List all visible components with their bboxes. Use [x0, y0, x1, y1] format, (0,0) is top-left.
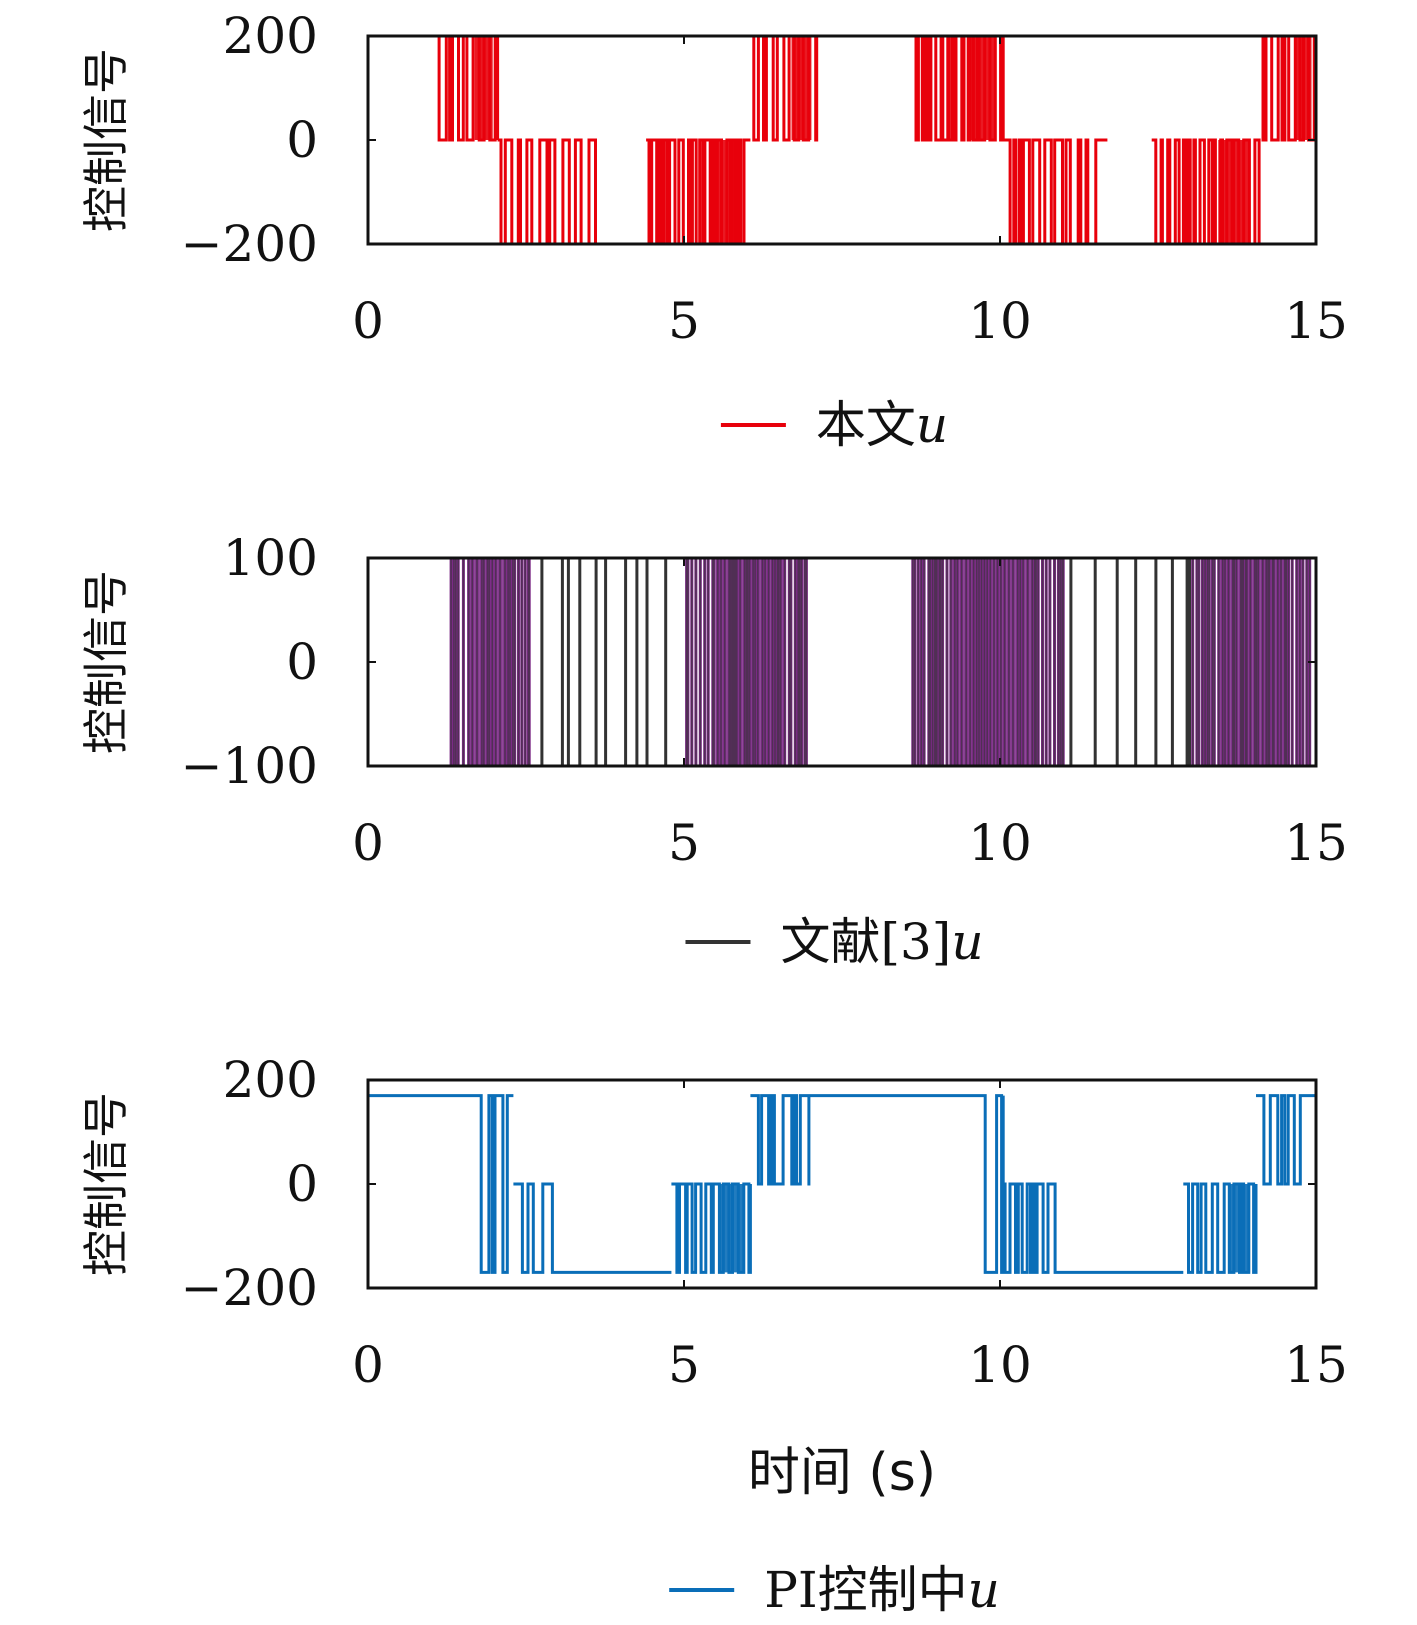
series-line: [368, 36, 1316, 244]
y-tick-label: 100: [223, 529, 318, 587]
x-tick-label: 10: [968, 292, 1032, 350]
x-tick-label: 0: [352, 292, 384, 350]
y-tick-label: 200: [223, 7, 318, 65]
legend-label: 本文u: [816, 396, 948, 454]
legend: 文献[3]u: [685, 913, 984, 971]
x-tick-label: 15: [1284, 292, 1348, 350]
legend-label: PI控制中u: [764, 1561, 1000, 1619]
x-tick-label: 5: [668, 292, 700, 350]
series-line-sparse: [529, 558, 1192, 766]
series-line: [368, 1094, 1316, 1274]
legend-label: 文献[3]u: [780, 913, 983, 971]
x-tick-label: 5: [668, 814, 700, 872]
y-tick-label: −200: [181, 1259, 318, 1317]
axes-frame: [366, 1078, 1318, 1290]
switching-band: [791, 36, 812, 140]
x-tick-label: 15: [1284, 1336, 1348, 1394]
series-line-outline: [368, 558, 1311, 766]
x-tick-label: 5: [668, 1336, 700, 1394]
y-tick-label: −100: [181, 737, 318, 795]
x-tick-label: 15: [1284, 814, 1348, 872]
y-axis-label: 控制信号: [79, 570, 133, 754]
x-tick-label: 0: [352, 1336, 384, 1394]
plot-area: [368, 36, 1316, 244]
y-axis-label: 控制信号: [79, 1092, 133, 1276]
y-tick-label: 0: [286, 633, 318, 691]
y-tick-label: 200: [223, 1051, 318, 1109]
y-axis-label: 控制信号: [79, 48, 133, 232]
x-tick-label: 0: [352, 814, 384, 872]
plot-area: [368, 558, 1312, 766]
plot-area: [368, 1094, 1316, 1274]
legend: 本文u: [720, 396, 948, 454]
y-tick-label: −200: [181, 215, 318, 273]
x-tick-label: 10: [968, 1336, 1032, 1394]
x-tick-label: 10: [968, 814, 1032, 872]
legend: PI控制中u: [669, 1561, 1000, 1619]
y-tick-label: 0: [286, 1155, 318, 1213]
y-tick-label: 0: [286, 111, 318, 169]
x-axis-label: 时间 (s): [748, 1443, 936, 1503]
